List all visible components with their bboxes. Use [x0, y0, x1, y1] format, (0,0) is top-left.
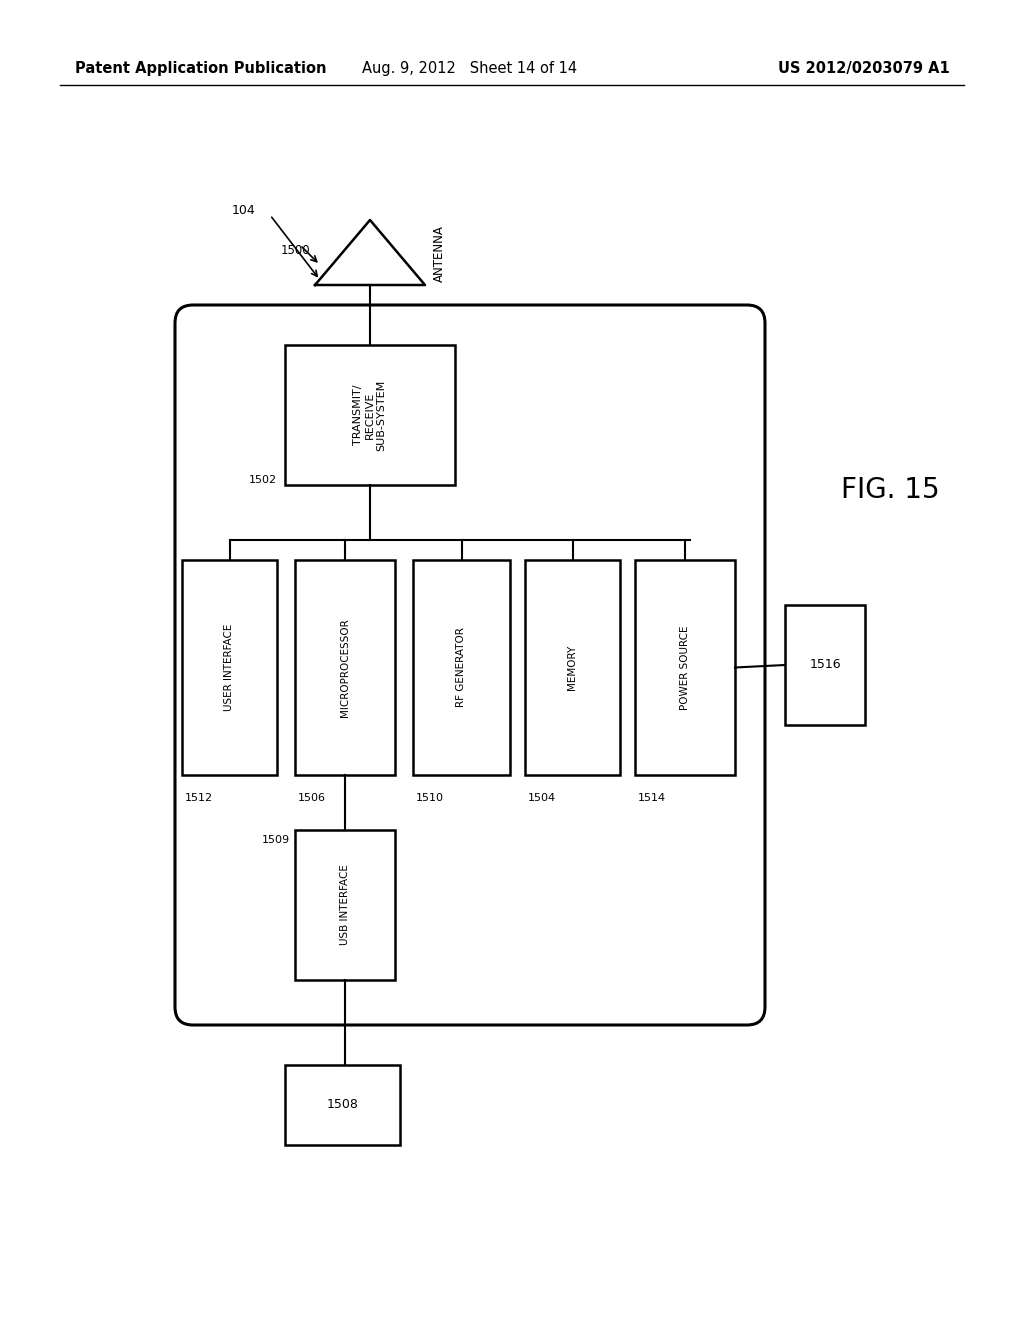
Text: FIG. 15: FIG. 15: [841, 477, 939, 504]
Bar: [182, 560, 278, 775]
Bar: [285, 1065, 400, 1144]
Bar: [295, 560, 395, 775]
Bar: [635, 560, 735, 775]
Bar: [785, 605, 865, 725]
Text: RF GENERATOR: RF GENERATOR: [457, 627, 467, 708]
Text: 1504: 1504: [528, 793, 556, 803]
FancyBboxPatch shape: [175, 305, 765, 1026]
Text: Patent Application Publication: Patent Application Publication: [75, 61, 327, 75]
Text: 1506: 1506: [298, 793, 326, 803]
Text: 1508: 1508: [327, 1098, 358, 1111]
Text: USB INTERFACE: USB INTERFACE: [340, 865, 350, 945]
Text: 1502: 1502: [249, 475, 278, 484]
Text: 1500: 1500: [281, 243, 310, 256]
Bar: [285, 345, 455, 484]
Text: 1509: 1509: [262, 836, 290, 845]
Text: MEMORY: MEMORY: [567, 645, 578, 690]
Bar: [525, 560, 620, 775]
Text: Aug. 9, 2012   Sheet 14 of 14: Aug. 9, 2012 Sheet 14 of 14: [362, 61, 578, 75]
Text: US 2012/0203079 A1: US 2012/0203079 A1: [778, 61, 950, 75]
Text: 1514: 1514: [638, 793, 667, 803]
Bar: [413, 560, 510, 775]
Text: ANTENNA: ANTENNA: [433, 224, 446, 282]
Text: TRANSMIT/
RECEIVE
SUB-SYSTEM: TRANSMIT/ RECEIVE SUB-SYSTEM: [353, 379, 387, 450]
Text: 1512: 1512: [185, 793, 213, 803]
Text: USER INTERFACE: USER INTERFACE: [224, 624, 234, 711]
Bar: [295, 830, 395, 979]
Text: 104: 104: [231, 203, 255, 216]
Text: 1516: 1516: [809, 659, 841, 672]
Text: MICROPROCESSOR: MICROPROCESSOR: [340, 618, 350, 717]
Text: POWER SOURCE: POWER SOURCE: [680, 626, 690, 710]
Text: 1510: 1510: [416, 793, 444, 803]
